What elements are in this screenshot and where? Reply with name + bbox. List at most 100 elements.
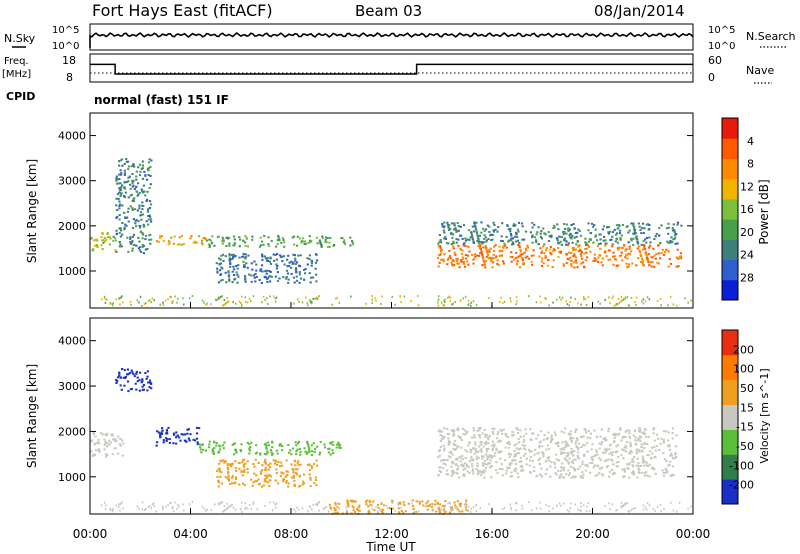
data-cell: [643, 227, 646, 230]
data-cell: [284, 475, 287, 478]
data-cell: [602, 451, 605, 454]
data-cell: [636, 450, 639, 453]
data-cell: [431, 503, 434, 506]
data-cell: [632, 434, 635, 437]
data-cell: [295, 453, 298, 456]
data-cell: [652, 247, 655, 250]
data-cell: [104, 507, 107, 510]
data-cell: [312, 442, 315, 445]
data-cell: [526, 255, 529, 258]
data-cell: [295, 279, 299, 282]
data-cell: [285, 481, 288, 484]
data-cell: [267, 236, 270, 239]
data-cell: [298, 485, 301, 488]
data-cell: [244, 235, 247, 238]
data-cell: [492, 229, 495, 232]
data-cell: [118, 160, 121, 163]
data-cell: [158, 236, 162, 239]
data-cell: [296, 473, 299, 476]
data-cell: [439, 252, 443, 255]
data-cell: [228, 278, 231, 281]
data-cell: [500, 296, 502, 299]
data-cell: [323, 507, 326, 510]
data-cell: [562, 446, 565, 449]
data-cell: [653, 445, 656, 448]
data-cell: [133, 243, 136, 246]
data-cell: [285, 275, 288, 278]
data-cell: [240, 295, 243, 298]
data-cell: [100, 298, 103, 301]
data-cell: [147, 161, 151, 164]
data-cell: [636, 247, 639, 250]
data-cell: [172, 432, 176, 435]
data-cell: [589, 462, 592, 465]
data-cell: [556, 239, 559, 242]
data-cell: [667, 232, 670, 235]
data-cell: [530, 450, 533, 453]
data-cell: [450, 261, 453, 264]
colorbar-tick-label: 28: [740, 271, 754, 284]
data-cell: [381, 510, 384, 513]
data-cell: [298, 273, 301, 276]
data-cell: [593, 454, 597, 457]
data-cell: [603, 235, 606, 238]
data-cell: [145, 220, 148, 223]
data-cell: [511, 241, 515, 244]
data-cell: [463, 462, 466, 465]
data-cell: [472, 240, 475, 243]
data-cell: [562, 469, 566, 472]
data-cell: [641, 461, 644, 464]
data-cell: [418, 502, 422, 505]
data-cell: [473, 222, 476, 225]
data-cell: [144, 234, 148, 237]
data-cell: [652, 432, 655, 435]
data-cell: [477, 426, 481, 429]
data-cell: [242, 470, 246, 473]
data-cell: [616, 443, 620, 446]
data-cell: [546, 264, 550, 267]
data-cell: [127, 165, 130, 168]
data-cell: [671, 227, 674, 229]
data-cell: [573, 227, 576, 230]
data-cell: [607, 258, 610, 261]
data-cell: [259, 472, 263, 475]
data-cell: [459, 502, 462, 505]
data-cell: [224, 509, 226, 512]
data-cell: [516, 239, 519, 242]
data-cell: [221, 279, 224, 281]
data-cell: [138, 507, 140, 510]
data-cell: [208, 443, 211, 446]
data-cell: [599, 459, 602, 462]
data-cell: [570, 440, 573, 442]
data-cell: [138, 163, 141, 166]
data-cell: [265, 269, 268, 272]
data-cell: [530, 254, 533, 257]
data-cell: [563, 232, 566, 235]
data-cell: [575, 437, 578, 440]
data-cell: [124, 216, 127, 219]
data-cell: [168, 441, 171, 444]
data-cell: [524, 247, 527, 250]
data-cell: [493, 445, 496, 448]
data-cell: [332, 245, 335, 248]
data-cell: [503, 506, 506, 509]
data-cell: [439, 511, 442, 514]
data-cell: [501, 508, 504, 510]
data-cell: [468, 441, 472, 444]
data-cell: [441, 302, 443, 305]
data-cell: [140, 213, 143, 216]
data-cell: [655, 252, 658, 255]
data-cell: [242, 465, 246, 468]
data-cell: [524, 230, 528, 233]
data-cell: [667, 265, 670, 268]
data-cell: [540, 252, 543, 254]
data-cell: [252, 463, 255, 465]
data-cell: [589, 471, 592, 474]
x-axis-ticks: 00:00 04:00 08:00 12:00 16:00 20:00 00:00: [73, 302, 710, 541]
data-cell: [176, 243, 179, 246]
data-cell: [654, 257, 657, 260]
data-cell: [124, 191, 127, 194]
data-cell: [510, 243, 514, 246]
data-cell: [615, 232, 619, 235]
data-cell: [573, 469, 577, 472]
